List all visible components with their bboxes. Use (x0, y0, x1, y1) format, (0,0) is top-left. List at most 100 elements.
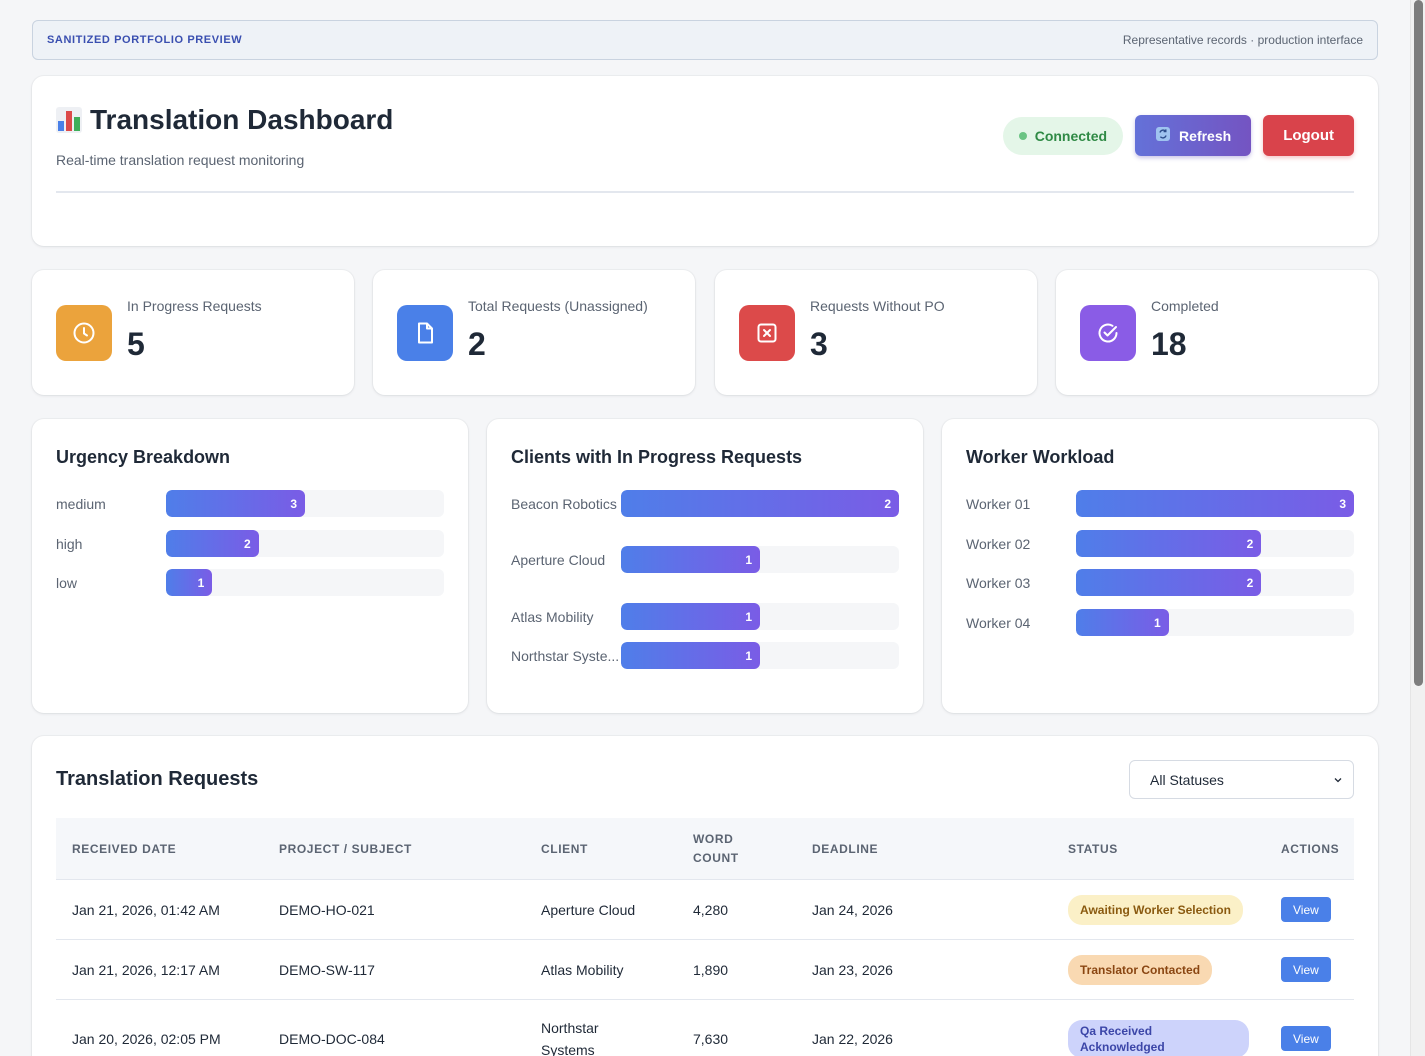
chart-title: Clients with In Progress Requests (511, 447, 803, 467)
bar-track: 1 (621, 603, 899, 630)
page-title-text: Translation Dashboard (90, 104, 394, 135)
chart-bar-row: Atlas Mobility 1 (511, 603, 899, 630)
chart-bar: 2 (1076, 530, 1262, 557)
chart-bar-row: Worker 01 3 (966, 490, 1354, 517)
stat-card-unassigned: Total Requests (Unassigned) 2 (373, 270, 695, 395)
actions-cell: View (1281, 1000, 1331, 1056)
bar-label: high (56, 535, 83, 552)
page-scrollbar[interactable] (1410, 0, 1425, 1056)
bar-label: Worker 03 (966, 574, 1031, 591)
bar-label: low (56, 574, 78, 591)
chart-bar: 1 (1076, 609, 1169, 636)
bar-track: 2 (166, 530, 444, 557)
status-cell: Qa Received Acknowledged (1068, 1000, 1249, 1056)
scrollbar-thumb[interactable] (1414, 0, 1423, 686)
connection-status-text: Connected (1034, 127, 1108, 144)
chart-urgency-breakdown: Urgency Breakdown medium 3 high 2 low 1 (32, 419, 468, 713)
bar-track: 2 (1076, 569, 1354, 596)
chart-bar-row: high 2 (56, 530, 444, 557)
chart-bar-row: Aperture Cloud 1 (511, 546, 899, 573)
actions-cell: View (1281, 880, 1331, 939)
bar-label: medium (56, 495, 106, 512)
chart-bar: 1 (621, 642, 760, 669)
view-button[interactable]: View (1281, 1026, 1331, 1051)
chart-bar-row: Northstar Syste... 1 (511, 642, 899, 669)
chart-bar: 3 (1076, 490, 1354, 517)
bar-track: 3 (166, 490, 444, 517)
header-divider (56, 191, 1354, 193)
chart-bar-row: Worker 04 1 (966, 609, 1354, 636)
client-cell: Atlas Mobility (541, 961, 624, 978)
document-icon (397, 305, 453, 361)
status-cell: Awaiting Worker Selection (1068, 880, 1243, 939)
stat-label: Completed (1151, 298, 1219, 314)
connection-status-badge: Connected (1002, 116, 1124, 155)
x-square-icon (739, 305, 795, 361)
preview-banner: SANITIZED PORTFOLIO PREVIEW Representati… (32, 20, 1378, 60)
deadline-cell: Jan 22, 2026 (812, 1030, 893, 1047)
received-date-cell: Jan 21, 2026, 12:17 AM (72, 961, 220, 978)
stat-card-without-po: Requests Without PO 3 (715, 270, 1037, 395)
client-cell: Aperture Cloud (541, 901, 636, 918)
column-header-deadline[interactable]: DEADLINE (812, 841, 879, 856)
chart-worker-workload: Worker Workload Worker 01 3 Worker 02 2 … (942, 419, 1378, 713)
client-cell: Northstar Systems (541, 1019, 599, 1056)
word-count-cell: 4,280 (693, 901, 729, 918)
chart-title: Worker Workload (966, 447, 1115, 467)
column-header-word-count[interactable]: WORD COUNT (693, 832, 739, 865)
logout-button[interactable]: Logout (1263, 115, 1354, 156)
status-badge: Translator Contacted (1068, 954, 1213, 985)
clock-icon (56, 305, 112, 361)
chart-bar: 2 (166, 530, 259, 557)
chart-bar: 1 (621, 546, 760, 573)
bar-chart-icon (56, 107, 82, 133)
refresh-button[interactable]: Refresh (1135, 115, 1252, 156)
chart-bar: 1 (621, 603, 760, 630)
column-header-project[interactable]: PROJECT / SUBJECT (279, 841, 412, 856)
chart-bar: 3 (166, 490, 305, 517)
check-circle-icon (1080, 305, 1136, 361)
stat-value: 2 (468, 326, 486, 362)
column-header-actions: ACTIONS (1281, 841, 1340, 856)
bar-track: 2 (1076, 530, 1354, 557)
column-header-received-date[interactable]: RECEIVED DATE (72, 841, 177, 856)
chart-title: Urgency Breakdown (56, 447, 231, 467)
bar-label: Worker 04 (966, 614, 1031, 631)
column-header-status[interactable]: STATUS (1068, 841, 1118, 856)
page-subtitle: Real-time translation request monitoring (56, 152, 305, 168)
status-badge: Awaiting Worker Selection (1068, 894, 1243, 925)
table-row: Jan 21, 2026, 01:42 AM DEMO-HO-021 Apert… (56, 880, 1354, 940)
preview-label: SANITIZED PORTFOLIO PREVIEW (47, 34, 243, 46)
refresh-icon (1155, 126, 1171, 145)
stat-card-in-progress: In Progress Requests 5 (32, 270, 354, 395)
word-count-cell: 1,890 (693, 961, 729, 978)
bar-track: 3 (1076, 490, 1354, 517)
status-filter-select[interactable]: All Statuses (1129, 760, 1354, 799)
page-title: Translation Dashboard (56, 104, 393, 136)
dashboard-header: Translation Dashboard Real-time translat… (32, 76, 1378, 246)
refresh-label: Refresh (1179, 127, 1232, 144)
chart-bar-row: low 1 (56, 569, 444, 596)
view-button[interactable]: View (1281, 957, 1331, 982)
table-row: Jan 21, 2026, 12:17 AM DEMO-SW-117 Atlas… (56, 940, 1354, 1000)
header-actions: Connected Refresh Logout (1002, 115, 1354, 156)
chart-bar: 2 (621, 490, 899, 517)
word-count-cell: 7,630 (693, 1030, 729, 1047)
received-date-cell: Jan 20, 2026, 02:05 PM (72, 1030, 221, 1047)
chart-bar-row: Beacon Robotics 2 (511, 490, 899, 517)
chevron-down-icon (1333, 772, 1343, 788)
bar-label: Beacon Robotics (511, 495, 617, 512)
chart-bar-row: Worker 02 2 (966, 530, 1354, 557)
deadline-cell: Jan 23, 2026 (812, 961, 893, 978)
stat-label: Requests Without PO (810, 298, 945, 314)
status-cell: Translator Contacted (1068, 940, 1213, 999)
view-button[interactable]: View (1281, 897, 1331, 922)
column-header-client[interactable]: CLIENT (541, 841, 588, 856)
bar-track: 2 (621, 490, 899, 517)
stat-card-completed: Completed 18 (1056, 270, 1378, 395)
project-cell: DEMO-DOC-084 (279, 1030, 385, 1047)
received-date-cell: Jan 21, 2026, 01:42 AM (72, 901, 220, 918)
bar-track: 1 (621, 642, 899, 669)
bar-label: Worker 02 (966, 535, 1031, 552)
bar-label: Worker 01 (966, 495, 1031, 512)
